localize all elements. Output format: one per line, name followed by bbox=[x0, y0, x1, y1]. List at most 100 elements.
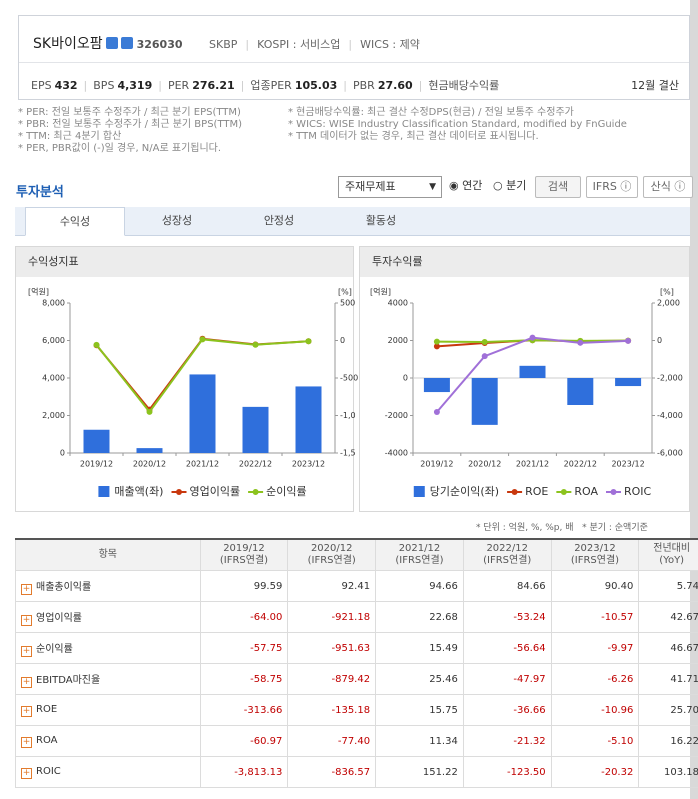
legend-swatch bbox=[511, 489, 518, 495]
y2-axis-unit: [%] bbox=[338, 288, 352, 297]
cell-text: 25.70 bbox=[670, 704, 698, 716]
cell-text: -10.57 bbox=[601, 611, 634, 623]
notes-left: * PER: 전일 보통주 수정주가 / 최근 분기 EPS(TTM) * PBR… bbox=[18, 107, 242, 155]
tick-label: -4,000 bbox=[657, 411, 683, 420]
cell-text: 15.75 bbox=[429, 704, 458, 716]
x-tick-label: 2021/12 bbox=[186, 460, 219, 469]
point bbox=[433, 343, 440, 350]
tab[interactable]: 성장성 bbox=[161, 214, 193, 227]
expand-icon[interactable]: + bbox=[21, 767, 32, 779]
cell-text: 99.59 bbox=[253, 580, 283, 592]
table-cell: 84.66 bbox=[462, 570, 552, 602]
expand-icon[interactable]: + bbox=[21, 614, 32, 626]
select[interactable]: 주재무제표 ▼ bbox=[338, 176, 442, 198]
tick-label: 4,000 bbox=[42, 374, 65, 383]
bar bbox=[519, 365, 546, 378]
tab[interactable]: 활동성 bbox=[365, 214, 397, 227]
table-cell: 16.22 bbox=[638, 725, 698, 757]
metric: PBR 27.60 bbox=[353, 79, 413, 92]
x-tick-label: 2022/12 bbox=[239, 460, 272, 469]
legend-swatch bbox=[175, 489, 182, 495]
select-text: 주재무제표 bbox=[345, 180, 396, 193]
metric-value: 27.60 bbox=[377, 79, 413, 92]
cell-text: 92.41 bbox=[341, 580, 371, 592]
legend-swatch bbox=[252, 489, 259, 495]
cell-text: 16.22 bbox=[670, 735, 698, 747]
table-cell: + 영업이익률 bbox=[15, 601, 201, 633]
cell-text: 매출총이익률 bbox=[36, 581, 92, 593]
panel-title: 투자수익률 bbox=[360, 247, 689, 277]
table-cell: 5.74 bbox=[638, 570, 698, 602]
table-cell: -3,813.13 bbox=[199, 756, 289, 788]
cell-text: -56.64 bbox=[513, 642, 546, 654]
company-code: 326030 bbox=[136, 38, 183, 51]
table-row: + ROIC -3,813.13 -836.57 151.22 -123.50 -20.32… bbox=[15, 756, 698, 788]
bar bbox=[615, 378, 642, 387]
cell-text: -879.42 bbox=[331, 673, 371, 685]
cell-text: ROE bbox=[36, 703, 58, 715]
header-sub: (IFRS연결) bbox=[395, 555, 444, 566]
tick-label: -2,000 bbox=[657, 374, 683, 383]
table-row: + 순이익률 -57.75 -951.63 15.49 -56.64 -9.97 46.67 bbox=[15, 632, 698, 664]
expand-icon[interactable]: + bbox=[21, 583, 32, 595]
header-row: 항목 2019/12 (IFRS연결) 2020/12 (IFRS연결) 2021/12(… bbox=[15, 538, 698, 571]
header-cell: 항목 bbox=[15, 538, 201, 571]
radio[interactable]: ○ 분기 bbox=[493, 179, 527, 192]
cell-text: 94.66 bbox=[429, 580, 458, 592]
header-cell: 2020/12 (IFRS연결) bbox=[287, 538, 377, 571]
search-button[interactable]: 검색 bbox=[535, 176, 581, 198]
table-cell: -10.57 bbox=[550, 601, 640, 633]
panel-title: 수익성지표 bbox=[16, 247, 353, 277]
bar bbox=[295, 386, 322, 453]
cell-text: -135.18 bbox=[331, 704, 371, 716]
tick-label: 0 bbox=[340, 336, 345, 345]
scroll-strip bbox=[690, 0, 698, 799]
tick-label: 8,000 bbox=[42, 299, 65, 308]
metric-label: EPS bbox=[31, 79, 52, 92]
metric-label: 현금배당수익률 bbox=[428, 79, 500, 92]
cell-text: -10.96 bbox=[601, 704, 634, 716]
separator: | bbox=[158, 79, 162, 92]
cell-text: -9.97 bbox=[607, 642, 634, 654]
expand-icon[interactable]: + bbox=[21, 676, 32, 688]
cell-text: -77.40 bbox=[337, 735, 371, 747]
tabs: 수익성 성장성 안정성 활동성 bbox=[15, 207, 690, 236]
legend-label: 순이익률 bbox=[266, 485, 306, 498]
cell-text: 25.46 bbox=[429, 673, 458, 685]
ifrs-text: IFRS bbox=[592, 180, 617, 193]
icon[interactable] bbox=[120, 37, 133, 49]
cell-text: 15.49 bbox=[429, 642, 458, 654]
table-cell: -56.64 bbox=[462, 632, 552, 664]
expand-icon[interactable]: + bbox=[21, 645, 32, 657]
cell-text: -21.32 bbox=[513, 735, 546, 747]
tick-label: -1,0 bbox=[340, 411, 356, 420]
cell-text: -36.66 bbox=[513, 704, 546, 716]
separator: | bbox=[343, 79, 347, 92]
table-cell: 90.40 bbox=[550, 570, 640, 602]
unit-note: * 단위 : 억원, %, %p, 배 * 분기 : 순액기준 bbox=[476, 520, 648, 533]
tab[interactable]: 안정성 bbox=[263, 214, 295, 227]
expand-icon[interactable]: + bbox=[21, 705, 32, 717]
table-cell: -123.50 bbox=[462, 756, 552, 788]
formula-button[interactable]: 산식 ⓘ bbox=[643, 176, 693, 198]
bar bbox=[423, 378, 450, 393]
icon[interactable] bbox=[105, 37, 118, 49]
tick-label: 0 bbox=[403, 374, 408, 383]
expand-icon[interactable]: + bbox=[21, 736, 32, 748]
cell-text: -53.24 bbox=[513, 611, 546, 623]
header-text: 2022/12 bbox=[486, 543, 528, 554]
legend-label: ROE bbox=[525, 485, 548, 498]
metric-value: 276.21 bbox=[192, 79, 235, 92]
legend-label: 매출액(좌) bbox=[114, 485, 163, 498]
legend: 당기순이익(좌) ROE ROA ROIC bbox=[413, 485, 652, 498]
radio[interactable]: ◉ 연간 bbox=[449, 179, 483, 192]
tick-label: -500 bbox=[340, 374, 358, 383]
table-cell: -21.32 bbox=[462, 725, 552, 757]
tag: KOSPI : 서비스업 bbox=[257, 38, 341, 51]
legend-swatch bbox=[98, 486, 110, 497]
tab[interactable]: 수익성 bbox=[25, 207, 125, 236]
ifrs-button[interactable]: IFRS ⓘ bbox=[586, 176, 638, 198]
cell-text: -951.63 bbox=[331, 642, 371, 654]
header-cell: 2021/12 (IFRS연결) bbox=[375, 538, 464, 571]
header-cell: 2023/12 (IFRS연결) bbox=[550, 538, 640, 571]
